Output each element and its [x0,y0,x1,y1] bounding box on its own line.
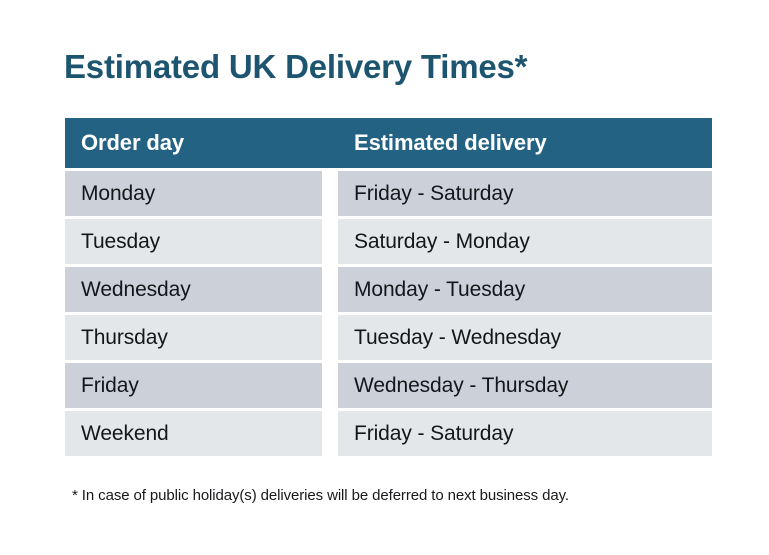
table-row: Thursday Tuesday - Wednesday [65,315,712,360]
cell-estimated-delivery: Wednesday - Thursday [338,363,712,408]
cell-order-day: Friday [65,363,322,408]
footnote-text: * In case of public holiday(s) deliverie… [72,487,569,504]
cell-estimated-delivery: Friday - Saturday [338,171,712,216]
page-title: Estimated UK Delivery Times* [64,48,528,85]
delivery-times-table: Order day Estimated delivery Monday Frid… [65,118,712,456]
cell-order-day: Tuesday [65,219,322,264]
cell-estimated-delivery: Friday - Saturday [338,411,712,456]
cell-order-day: Thursday [65,315,322,360]
cell-estimated-delivery: Monday - Tuesday [338,267,712,312]
table-header-row: Order day Estimated delivery [65,118,712,168]
column-gap [322,315,338,360]
column-gap [322,411,338,456]
table-row: Tuesday Saturday - Monday [65,219,712,264]
column-gap [322,118,338,168]
column-gap [322,171,338,216]
cell-order-day: Weekend [65,411,322,456]
table-row: Monday Friday - Saturday [65,171,712,216]
table-row: Weekend Friday - Saturday [65,411,712,456]
cell-order-day: Wednesday [65,267,322,312]
column-gap [322,219,338,264]
column-gap [322,267,338,312]
column-gap [322,363,338,408]
cell-order-day: Monday [65,171,322,216]
table-row: Friday Wednesday - Thursday [65,363,712,408]
column-header-order-day: Order day [65,118,322,168]
cell-estimated-delivery: Tuesday - Wednesday [338,315,712,360]
cell-estimated-delivery: Saturday - Monday [338,219,712,264]
column-header-estimated-delivery: Estimated delivery [338,118,712,168]
table-row: Wednesday Monday - Tuesday [65,267,712,312]
